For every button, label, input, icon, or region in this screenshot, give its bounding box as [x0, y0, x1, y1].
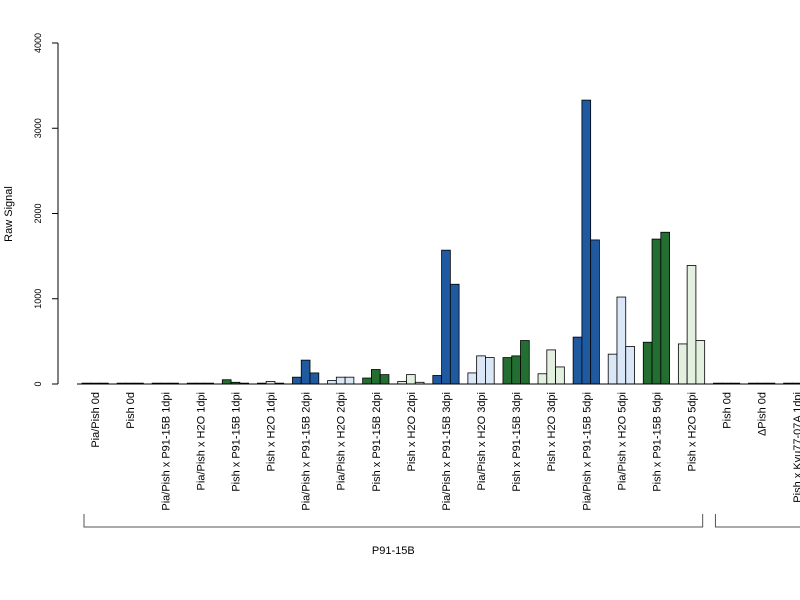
- x-tick-label: Pish x P91-15B 5dpi: [651, 392, 663, 492]
- bar: [625, 346, 635, 385]
- bar: [406, 374, 416, 385]
- bar: [300, 359, 311, 385]
- bar: [362, 377, 372, 385]
- bar: [344, 376, 355, 385]
- bar: [309, 372, 320, 385]
- x-axis: Pia/Pish 0d Pish 0d Pia/Pish x P91-15B 1dp…: [77, 383, 800, 511]
- x-tick-label: Pia/Pish 0d: [90, 392, 102, 448]
- bar: [371, 369, 381, 385]
- bar: [441, 249, 451, 385]
- bar: [221, 379, 232, 385]
- bar: [292, 376, 302, 385]
- x-tick-label: Pish x P91-15B 1dpi: [230, 392, 242, 492]
- x-tick-label: Pish x P91-15B 2dpi: [371, 392, 383, 492]
- bar: [677, 343, 688, 385]
- bar: [327, 380, 337, 385]
- bar: [432, 375, 442, 385]
- x-tick-label: Pish x H2O 3dpi: [546, 392, 558, 471]
- x-tick-label: Pia/Pish x P91-15B 5dpi: [581, 392, 593, 511]
- x-tick-label: Pia/Pish x H2O 5dpi: [616, 392, 628, 490]
- group-label: P91-15B: [372, 545, 415, 557]
- bar: [476, 355, 486, 385]
- group-bracket: [714, 514, 800, 528]
- bar: [537, 373, 548, 385]
- x-tick-label: ΔPish 0d: [757, 392, 769, 436]
- y-tick-label: 2000: [33, 203, 43, 223]
- x-tick-label: Pia/Pish x H2O 3dpi: [476, 392, 488, 490]
- bar: [686, 265, 697, 385]
- x-tick-label: Pia/Pish x H2O 1dpi: [195, 392, 207, 490]
- x-tick-label: Pia/Pish x P91-15B 2dpi: [301, 392, 313, 511]
- bar: [449, 283, 460, 385]
- x-tick-label: Pish 0d: [722, 392, 734, 429]
- x-tick-label: Pish x P91-15B 3dpi: [511, 392, 523, 492]
- bar: [511, 355, 521, 385]
- x-tick-label: Pish x H2O 1dpi: [266, 392, 278, 471]
- bars-layer: [81, 99, 800, 385]
- x-tick-label: Pia/Pish x H2O 2dpi: [336, 392, 348, 490]
- bar: [555, 366, 565, 385]
- y-axis: 0 1000 2000 3000 4000: [33, 33, 59, 387]
- y-axis-title: Raw Signal: [3, 186, 15, 242]
- x-tick-label: Pia/Pish x P91-15B 1dpi: [160, 392, 172, 511]
- bar: [695, 340, 706, 385]
- y-tick-label: 4000: [33, 33, 43, 53]
- bar: [607, 353, 618, 385]
- bar: [572, 336, 583, 385]
- bar: [616, 296, 627, 385]
- bar: [485, 357, 495, 385]
- bar: [660, 231, 670, 385]
- bar: [651, 238, 662, 385]
- y-tick-label: 0: [33, 381, 43, 386]
- bar: [581, 99, 592, 385]
- bar: [335, 376, 346, 385]
- x-tick-label: Pia/Pish x P91-15B 3dpi: [441, 392, 453, 511]
- x-tick-label: Pish x Kyu77-07A 1dpi: [792, 392, 800, 503]
- group-bracket: [83, 514, 704, 528]
- x-tick-label: Pish 0d: [125, 392, 137, 429]
- x-tick-label: Pish x H2O 5dpi: [687, 392, 699, 471]
- x-tick-label: Pish x H2O 2dpi: [406, 392, 418, 471]
- bar: [642, 341, 653, 385]
- group-brackets: P91-15BKyu77-07A: [83, 514, 800, 557]
- y-tick-label: 3000: [33, 118, 43, 138]
- bar: [379, 374, 390, 385]
- bar: [590, 239, 600, 385]
- bar: [467, 372, 478, 385]
- bar: [502, 357, 513, 385]
- bar: [546, 349, 556, 385]
- y-tick-label: 1000: [33, 289, 43, 309]
- bar: [520, 340, 530, 385]
